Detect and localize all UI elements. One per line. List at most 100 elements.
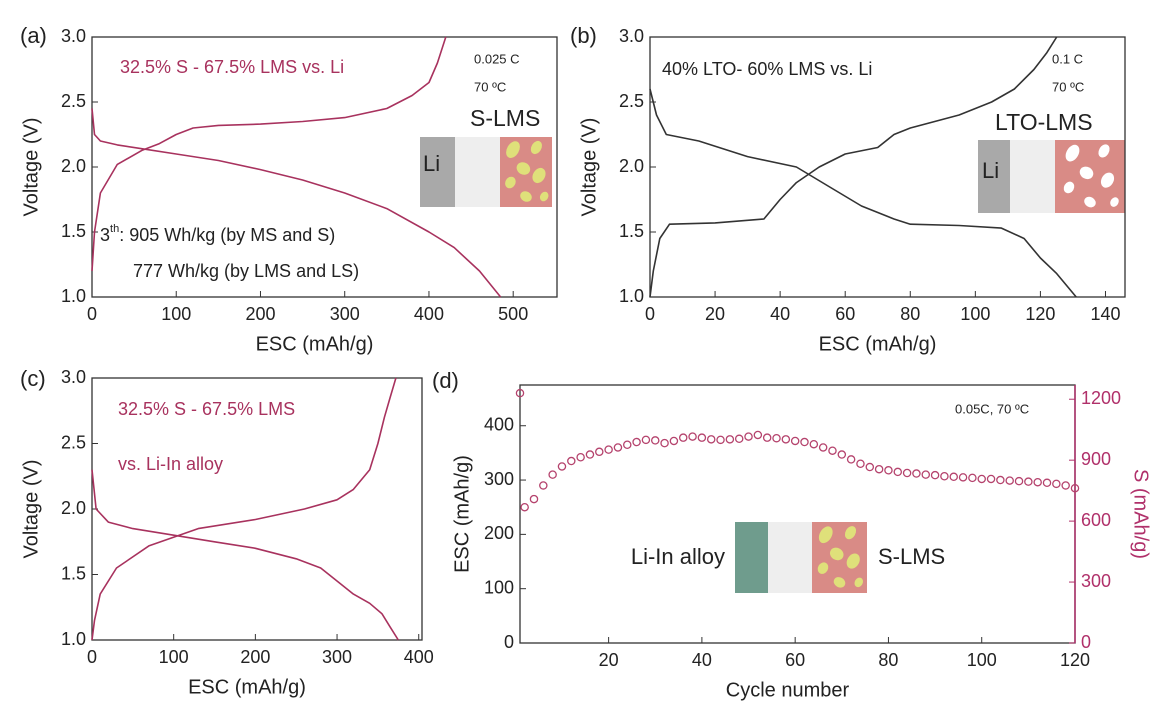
inset-layer	[978, 140, 1010, 213]
point	[1061, 481, 1070, 490]
point	[604, 445, 613, 454]
curve	[91, 36, 447, 272]
plot-frame	[519, 384, 1076, 644]
inset-layer	[455, 137, 500, 207]
y-tick-label: 2.0	[619, 156, 644, 176]
point	[790, 436, 800, 446]
x-tick-label: 40	[770, 304, 790, 324]
inset-particle	[539, 191, 549, 202]
annotation: 70 ºC	[1052, 79, 1084, 94]
point	[865, 462, 875, 472]
inset-particle	[833, 577, 846, 588]
point	[1033, 477, 1042, 487]
point	[968, 473, 977, 483]
annotation: 0.025 C	[474, 51, 520, 66]
x-tick-label: 0	[645, 304, 655, 324]
annotation-sup: th	[110, 223, 119, 235]
y-tick-label: 0	[504, 632, 514, 652]
inset-particle	[1100, 172, 1115, 188]
panel-label: (c)	[20, 366, 46, 391]
y2-tick-label: 900	[1081, 449, 1111, 469]
x-tick-label: 100	[159, 647, 189, 667]
y2-tick-label: 600	[1081, 510, 1111, 530]
point	[595, 447, 604, 457]
x-tick-label: 120	[1025, 304, 1055, 324]
y-tick-label: 3.0	[61, 367, 86, 387]
point	[874, 464, 884, 474]
annotation: 40% LTO- 60% LMS vs. Li	[662, 59, 872, 79]
y-tick-label: 1.5	[61, 221, 86, 241]
y2-tick-label: 1200	[1081, 388, 1121, 408]
x-tick-label: 0	[87, 647, 97, 667]
point	[1024, 477, 1033, 486]
y-tick-label: 3.0	[619, 26, 644, 46]
y-tick-label: 1.0	[619, 286, 644, 306]
x-tick-label: 60	[785, 650, 805, 670]
inset-layer	[420, 137, 455, 207]
annotation: 0.1 C	[1052, 51, 1083, 66]
annotation: Li	[423, 151, 440, 176]
point	[744, 432, 753, 441]
point	[660, 438, 669, 448]
x-tick-label: 100	[967, 650, 997, 670]
y-tick-label: 2.5	[61, 91, 86, 111]
inset-particle	[829, 547, 844, 561]
y-tick-label: 100	[484, 577, 514, 597]
inset-particle	[516, 162, 531, 175]
x-tick-label: 20	[599, 650, 619, 670]
y-axis-label: Voltage (V)	[20, 460, 42, 559]
inset-particle	[505, 176, 516, 189]
point	[921, 470, 931, 479]
x-tick-label: 120	[1060, 650, 1090, 670]
y-tick-label: 2.5	[619, 91, 644, 111]
point	[772, 433, 781, 443]
inset-particle	[1063, 181, 1075, 194]
x-axis-label: ESC (mAh/g)	[819, 333, 937, 355]
panel-label: (d)	[432, 368, 459, 393]
annotation: LTO-LMS	[995, 109, 1093, 135]
y-tick-label: 1.0	[61, 629, 86, 649]
curve	[91, 469, 399, 641]
annotation: Li-In alloy	[631, 544, 725, 569]
x-tick-label: 80	[900, 304, 920, 324]
point	[548, 470, 557, 479]
point	[734, 434, 744, 444]
x-tick-label: 100	[960, 304, 990, 324]
curve	[91, 108, 502, 298]
annotation: 32.5% S - 67.5% LMS vs. Li	[120, 57, 344, 77]
x-tick-label: 20	[705, 304, 725, 324]
y2-axis-label: S (mAh/g)	[1130, 469, 1152, 559]
x-tick-label: 200	[240, 647, 270, 667]
inset-particle	[532, 167, 546, 184]
curve	[91, 377, 397, 641]
point	[515, 388, 525, 398]
point	[977, 474, 986, 484]
y-axis-label: ESC (mAh/g)	[451, 455, 473, 573]
x-tick-label: 300	[322, 647, 352, 667]
point	[828, 446, 837, 455]
inset-particle	[520, 191, 532, 202]
point	[949, 472, 958, 482]
point	[902, 468, 912, 478]
x-tick-label: 400	[414, 304, 444, 324]
annotation: 32.5% S - 67.5% LMS	[118, 399, 295, 419]
point	[818, 443, 828, 452]
y2-tick-label: 300	[1081, 571, 1111, 591]
point	[1005, 476, 1014, 485]
point	[706, 435, 716, 444]
point	[996, 475, 1005, 485]
x-tick-label: 500	[498, 304, 528, 324]
annotation: 0.05C, 70 ºC	[955, 401, 1029, 416]
point	[669, 436, 679, 446]
x-tick-label: 200	[245, 304, 275, 324]
panel-label: (b)	[570, 23, 597, 48]
y-tick-label: 2.5	[61, 432, 86, 452]
annotation-part: : 905 Wh/kg (by MS and S)	[119, 225, 335, 245]
inset-particle	[844, 526, 857, 540]
point	[1070, 483, 1080, 493]
point	[856, 459, 865, 469]
annotation: S-LMS	[878, 544, 945, 569]
inset-particle	[1079, 166, 1094, 180]
point	[800, 437, 809, 447]
point	[529, 494, 539, 504]
